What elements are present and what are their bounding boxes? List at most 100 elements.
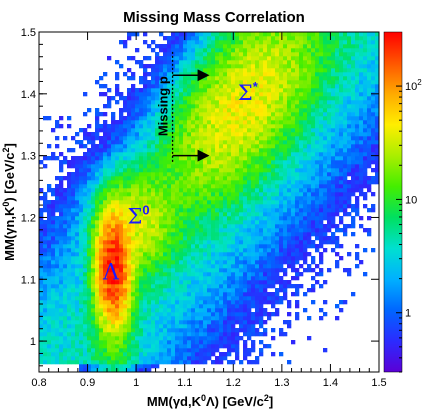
heatmap-cell: [99, 268, 104, 273]
heatmap-cell: [171, 336, 176, 341]
heatmap-cell: [79, 208, 84, 213]
heatmap-cell: [87, 152, 92, 157]
heatmap-cell: [211, 224, 216, 229]
heatmap-cell: [175, 224, 180, 229]
heatmap-cell: [103, 320, 108, 325]
heatmap-cell: [255, 176, 260, 181]
heatmap-cell: [251, 192, 256, 197]
heatmap-cell: [207, 96, 212, 101]
heatmap-cell: [235, 312, 240, 317]
heatmap-cell: [207, 212, 212, 217]
heatmap-cell: [67, 264, 72, 269]
heatmap-cell: [195, 336, 200, 341]
heatmap-cell: [199, 316, 204, 321]
heatmap-cell: [319, 252, 324, 257]
heatmap-cell: [195, 236, 200, 241]
heatmap-cell: [159, 108, 164, 113]
heatmap-cell: [151, 348, 156, 353]
heatmap-cell: [103, 120, 108, 125]
heatmap-cell: [223, 280, 228, 285]
heatmap-cell: [259, 320, 264, 325]
heatmap-cell: [195, 212, 200, 217]
heatmap-cell: [191, 60, 196, 65]
heatmap-cell: [303, 268, 308, 273]
heatmap-cell: [195, 80, 200, 85]
heatmap-cell: [43, 336, 48, 341]
heatmap-cell: [319, 56, 324, 61]
heatmap-cell: [147, 132, 152, 137]
heatmap-cell: [215, 168, 220, 173]
heatmap-cell: [103, 328, 108, 333]
heatmap-cell: [107, 248, 112, 253]
heatmap-cell: [147, 340, 152, 345]
heatmap-cell: [143, 72, 148, 77]
heatmap-cell: [127, 232, 132, 237]
heatmap-cell: [175, 256, 180, 261]
heatmap-cell: [263, 248, 268, 253]
heatmap-cell: [319, 32, 324, 37]
heatmap-cell: [99, 176, 104, 181]
heatmap-cell: [243, 248, 248, 253]
heatmap-cell: [47, 288, 52, 293]
heatmap-cell: [195, 224, 200, 229]
heatmap-cell: [255, 160, 260, 165]
heatmap-cell: [231, 168, 236, 173]
heatmap-cell: [183, 344, 188, 349]
heatmap-cell: [107, 232, 112, 237]
heatmap-cell: [123, 176, 128, 181]
heatmap-cell: [267, 128, 272, 133]
heatmap-cell: [115, 196, 120, 201]
heatmap-cell: [155, 352, 160, 357]
heatmap-cell: [303, 252, 308, 257]
heatmap-cell: [107, 184, 112, 189]
heatmap-cell: [271, 284, 276, 289]
heatmap-cell: [83, 272, 88, 277]
heatmap-cell: [203, 272, 208, 277]
heatmap-cell: [247, 196, 252, 201]
heatmap-cell: [251, 196, 256, 201]
heatmap-cell: [295, 76, 300, 81]
heatmap-cell: [179, 308, 184, 313]
heatmap-cell: [163, 172, 168, 177]
heatmap-cell: [191, 96, 196, 101]
heatmap-cell: [239, 292, 244, 297]
heatmap-cell: [247, 48, 252, 53]
heatmap-cell: [223, 80, 228, 85]
heatmap-cell: [103, 216, 108, 221]
heatmap-cell: [75, 332, 80, 337]
heatmap-cell: [151, 292, 156, 297]
heatmap-cell: [215, 272, 220, 277]
heatmap-cell: [255, 204, 260, 209]
heatmap-cell: [291, 128, 296, 133]
heatmap-cell: [187, 52, 192, 57]
heatmap-cell: [127, 364, 132, 369]
heatmap-cell: [235, 180, 240, 185]
heatmap-cell: [151, 296, 156, 301]
heatmap-cell: [99, 208, 104, 213]
heatmap-cell: [179, 140, 184, 145]
heatmap-cell: [59, 316, 64, 321]
heatmap-cell: [83, 340, 88, 345]
heatmap-cell: [147, 212, 152, 217]
heatmap-cell: [51, 348, 56, 353]
heatmap-cell: [171, 196, 176, 201]
heatmap-cell: [279, 56, 284, 61]
heatmap-cell: [159, 308, 164, 313]
heatmap-cell: [247, 244, 252, 249]
heatmap-cell: [107, 96, 112, 101]
heatmap-cell: [179, 80, 184, 85]
heatmap-cell: [319, 316, 324, 321]
heatmap-cell: [179, 272, 184, 277]
heatmap-cell: [143, 276, 148, 281]
heatmap-cell: [199, 196, 204, 201]
heatmap-cell: [183, 72, 188, 77]
heatmap-cell: [159, 64, 164, 69]
heatmap-cell: [259, 316, 264, 321]
heatmap-cell: [103, 316, 108, 321]
heatmap-cell: [187, 40, 192, 45]
heatmap-cell: [279, 140, 284, 145]
heatmap-cell: [263, 236, 268, 241]
heatmap-cell: [87, 228, 92, 233]
heatmap-cell: [87, 308, 92, 313]
heatmap-cell: [267, 48, 272, 53]
